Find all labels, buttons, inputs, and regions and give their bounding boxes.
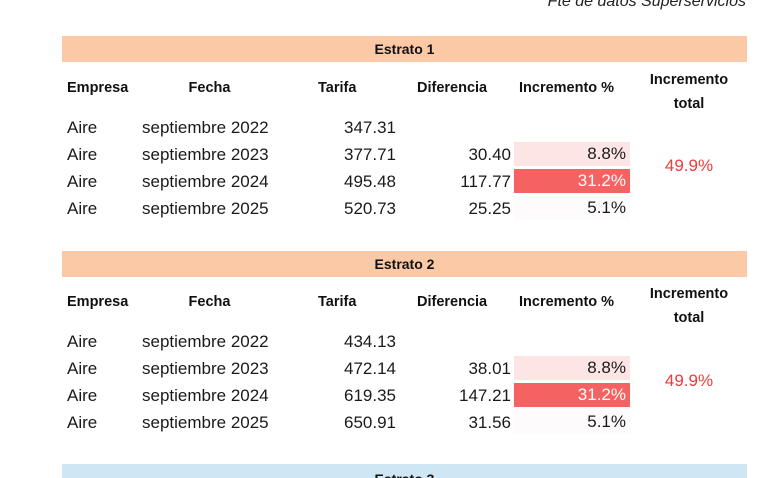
- table-row-cell-empresa: Aire: [67, 386, 98, 405]
- header-incremento-pct: Incremento %: [519, 294, 615, 310]
- estrato-3-title: Estrato 3: [62, 464, 747, 478]
- table-row-cell-empresa: Aire: [67, 413, 98, 432]
- header-incremento-total-line2: total: [673, 96, 705, 112]
- header-fecha: Fecha: [188, 294, 231, 310]
- table-row-cell-tarifa: 434.13: [344, 332, 396, 351]
- table-row-cell-tarifa: 520.73: [344, 199, 396, 218]
- header-empresa: Empresa: [67, 80, 129, 96]
- table-row-cell-fecha: septiembre 2022: [142, 332, 269, 351]
- header-incremento-total-line1: Incremento: [649, 72, 729, 88]
- table-row-cell-tarifa: 377.71: [344, 145, 396, 164]
- table-row-cell-diferencia: 38.01: [468, 359, 511, 378]
- table-row-cell-diferencia: 31.56: [468, 413, 511, 432]
- table-row-cell-empresa: Aire: [67, 118, 98, 137]
- table-row-cell-incremento: 5.1%: [514, 196, 630, 220]
- header-incremento-total: Incremento total: [634, 282, 744, 330]
- table-row-cell-fecha: septiembre 2024: [142, 386, 269, 405]
- header-tarifa: Tarifa: [318, 294, 357, 310]
- header-incremento-total-line1: Incremento: [649, 286, 729, 302]
- table-row-cell-fecha: septiembre 2025: [142, 413, 269, 432]
- table-row-cell-incremento: 8.8%: [514, 356, 630, 380]
- table-row-cell-tarifa: 347.31: [344, 118, 396, 137]
- header-incremento-total: Incremento total: [634, 68, 744, 116]
- table-row-cell-empresa: Aire: [67, 172, 98, 191]
- table-row-cell-empresa: Aire: [67, 145, 98, 164]
- table-row-cell-incremento: 8.8%: [514, 142, 630, 166]
- source-note: Fte de datos Superservicios: [547, 0, 746, 10]
- table-row-cell-empresa: Aire: [67, 199, 98, 218]
- incremento-total-value: 49.9%: [664, 371, 714, 390]
- table-row-cell-diferencia: 25.25: [468, 199, 511, 218]
- header-tarifa: Tarifa: [318, 80, 357, 96]
- table-row-cell-fecha: septiembre 2023: [142, 359, 269, 378]
- header-incremento-total-line2: total: [673, 310, 705, 326]
- table-row-cell-incremento: 31.2%: [514, 383, 630, 407]
- table-row-cell-incremento: 31.2%: [514, 169, 630, 193]
- table-row-cell-fecha: septiembre 2024: [142, 172, 269, 191]
- estrato-2-title: Estrato 2: [62, 251, 747, 277]
- table-row-cell-diferencia: 117.77: [460, 172, 511, 191]
- table-row-cell-diferencia: 30.40: [468, 145, 511, 164]
- incremento-total-value: 49.9%: [664, 156, 714, 175]
- table-row-cell-fecha: septiembre 2025: [142, 199, 269, 218]
- estrato-1-table: Estrato 1 Empresa Fecha Tarifa Diferenci…: [62, 36, 747, 226]
- table-row-cell-empresa: Aire: [67, 332, 98, 351]
- table-row-cell-diferencia: 147.21: [459, 386, 511, 405]
- header-diferencia: Diferencia: [417, 80, 488, 96]
- table-row-cell-empresa: Aire: [67, 359, 98, 378]
- table-row-cell-tarifa: 650.91: [344, 413, 396, 432]
- estrato-3-table: Estrato 3: [62, 464, 747, 478]
- estrato-2-table: Estrato 2 Empresa Fecha Tarifa Diferenci…: [62, 251, 747, 441]
- table-row-cell-fecha: septiembre 2022: [142, 118, 269, 137]
- header-empresa: Empresa: [67, 294, 129, 310]
- estrato-1-title: Estrato 1: [62, 36, 747, 62]
- header-incremento-pct: Incremento %: [519, 80, 615, 96]
- table-row-cell-tarifa: 619.35: [344, 386, 396, 405]
- table-row-cell-tarifa: 495.48: [344, 172, 396, 191]
- table-row-cell-tarifa: 472.14: [344, 359, 396, 378]
- table-row-cell-incremento: 5.1%: [514, 410, 630, 434]
- header-diferencia: Diferencia: [417, 294, 488, 310]
- table-row-cell-fecha: septiembre 2023: [142, 145, 269, 164]
- header-fecha: Fecha: [188, 80, 231, 96]
